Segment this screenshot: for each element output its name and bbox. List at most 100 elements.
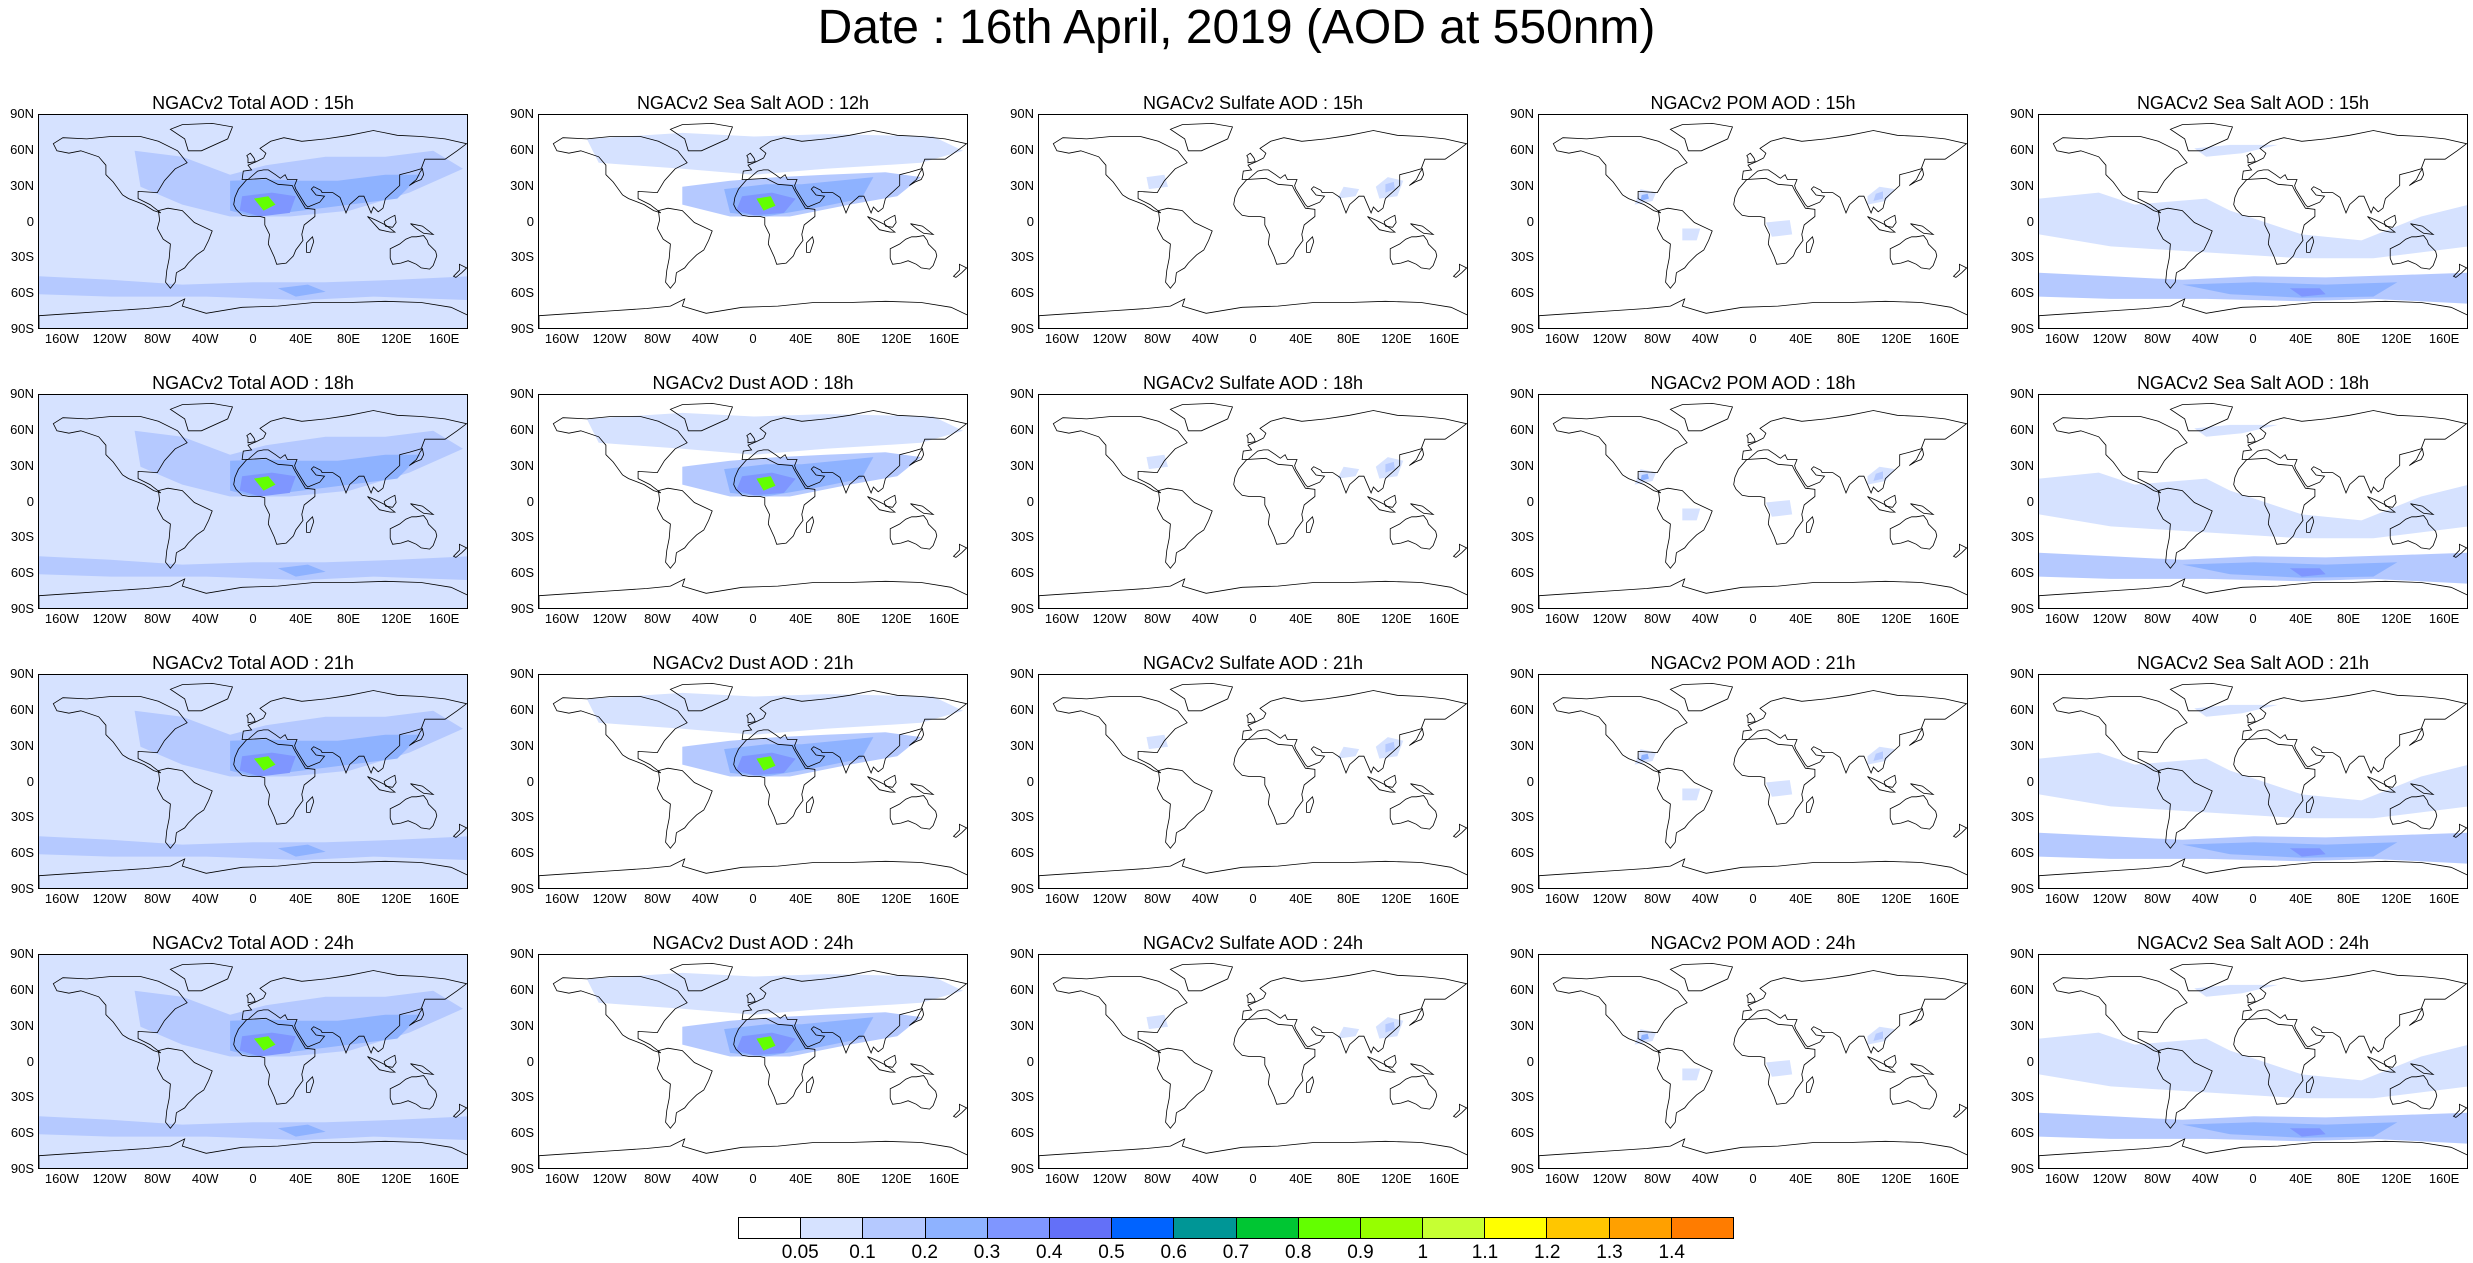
coastline — [1452, 263, 1467, 278]
map-panel: NGACv2 Sea Salt AOD : 12h 90N 60N 30N 0 30S 60… — [510, 92, 990, 346]
longitude-tick-label: 0 — [1249, 331, 1257, 346]
coastline — [669, 122, 734, 152]
longitude-tick-label: 160E — [1428, 891, 1460, 906]
colorbar-box — [1671, 1218, 1733, 1238]
aod-map — [39, 395, 467, 608]
longitude-tick-label: 80W — [2144, 331, 2171, 346]
coastline — [1741, 410, 1967, 494]
longitude-tick-label: 120W — [2092, 891, 2127, 906]
coastline — [2409, 167, 2425, 186]
latitude-tick-label: 90N — [1010, 106, 1034, 121]
coastline — [733, 457, 816, 545]
coastline — [1409, 727, 1425, 746]
coastline — [1741, 970, 1967, 1054]
aod-colorbar — [738, 1217, 1734, 1239]
coastline — [1169, 682, 1234, 712]
aod-shading — [39, 276, 467, 301]
longitude-tick-label: 40W — [1691, 891, 1719, 906]
coastline — [733, 1017, 816, 1105]
coastline — [2052, 416, 2188, 494]
coastline — [169, 962, 234, 992]
coastline — [2169, 682, 2234, 712]
aod-shading — [1682, 788, 1701, 801]
longitude-tick-label: 160W — [1044, 611, 1079, 626]
longitude-tick-label: 160W — [544, 1171, 579, 1186]
longitude-tick-label: 160W — [2044, 611, 2079, 626]
coastline — [552, 136, 688, 214]
aod-shading — [2289, 568, 2326, 577]
coastline — [1883, 1054, 1897, 1068]
latitude-tick-label: 60S — [10, 565, 34, 581]
aod-shading — [1873, 471, 1883, 481]
aod-shading — [1765, 1060, 1793, 1077]
coastline — [2367, 776, 2397, 793]
coastline — [656, 487, 713, 569]
coastline — [1733, 457, 1816, 545]
coastline — [2367, 1056, 2397, 1073]
longitude-tick-label: 120W — [592, 1171, 627, 1186]
colorbar-label: 0.1 — [849, 1242, 876, 1263]
longitude-tick-label: 80W — [2144, 1171, 2171, 1186]
coastline — [306, 796, 315, 813]
aod-shading — [2194, 144, 2278, 157]
latitude-tick-label: 90N — [1510, 106, 1534, 121]
coastline — [741, 690, 967, 774]
coastline — [1233, 737, 1316, 825]
coastline — [539, 858, 967, 888]
aod-shading — [1146, 174, 1168, 190]
coastline — [52, 416, 188, 494]
latitude-tick-label: 60S — [1510, 285, 1534, 301]
coastline — [233, 737, 316, 825]
coastline — [1389, 795, 1438, 830]
longitude-tick-label: 120W — [1592, 611, 1627, 626]
aod-map — [539, 402, 967, 608]
latitude-tick-label: 90S — [510, 601, 534, 616]
longitude-tick-label: 80W — [144, 1171, 171, 1186]
coastline — [1669, 682, 1734, 712]
coastline — [1039, 1138, 1467, 1168]
aod-map — [2039, 402, 2467, 608]
colorbar-label: 1.1 — [1471, 1242, 1499, 1263]
panel-title: NGACv2 Sea Salt AOD : 21h — [2136, 653, 2370, 673]
longitude-tick-label: 120W — [592, 891, 627, 906]
longitude-tick-label: 120W — [92, 891, 127, 906]
coastline — [746, 992, 756, 1004]
latitude-tick-label: 30S — [10, 249, 34, 265]
coastline — [1889, 795, 1938, 830]
coastline — [241, 690, 467, 774]
longitude-tick-label: 120W — [1592, 891, 1627, 906]
longitude-tick-label: 0 — [1749, 1171, 1757, 1186]
latitude-tick-label: 60S — [10, 285, 34, 301]
coastline — [156, 207, 213, 289]
panel-title: NGACv2 Total AOD : 21h — [152, 653, 354, 673]
latitude-tick-label: 60S — [2010, 845, 2034, 861]
coastline — [552, 696, 688, 774]
coastline — [1889, 1075, 1938, 1110]
latitude-tick-label: 0 — [26, 1053, 34, 1069]
colorbar-box — [1112, 1218, 1175, 1238]
aod-shading — [1146, 734, 1168, 750]
longitude-tick-label: 40E — [789, 611, 813, 626]
aod-shading — [2039, 1032, 2467, 1099]
coastline — [2246, 432, 2256, 444]
longitude-tick-label: 120E — [381, 1171, 412, 1186]
latitude-tick-label: 0 — [1526, 773, 1534, 789]
longitude-tick-label: 0 — [249, 611, 257, 626]
longitude-tick-label: 160E — [1428, 611, 1460, 626]
coastline — [1741, 690, 1967, 774]
coastline — [452, 823, 467, 838]
longitude-tick-label: 40W — [691, 611, 719, 626]
panel-title: NGACv2 Total AOD : 24h — [152, 933, 354, 953]
coastline — [452, 543, 467, 558]
aod-shading — [2182, 1122, 2398, 1138]
coastline — [2039, 858, 2467, 888]
coastline — [2233, 737, 2316, 825]
longitude-tick-label: 160W — [544, 611, 579, 626]
latitude-tick-label: 0 — [1526, 1053, 1534, 1069]
map-plot-area — [2038, 114, 2468, 329]
longitude-tick-label: 160E — [928, 611, 960, 626]
longitude-tick-label: 120E — [381, 331, 412, 346]
coastline — [246, 712, 256, 724]
latitude-tick-label: 30N — [1010, 737, 1034, 753]
longitude-tick-label: 40E — [1789, 891, 1813, 906]
